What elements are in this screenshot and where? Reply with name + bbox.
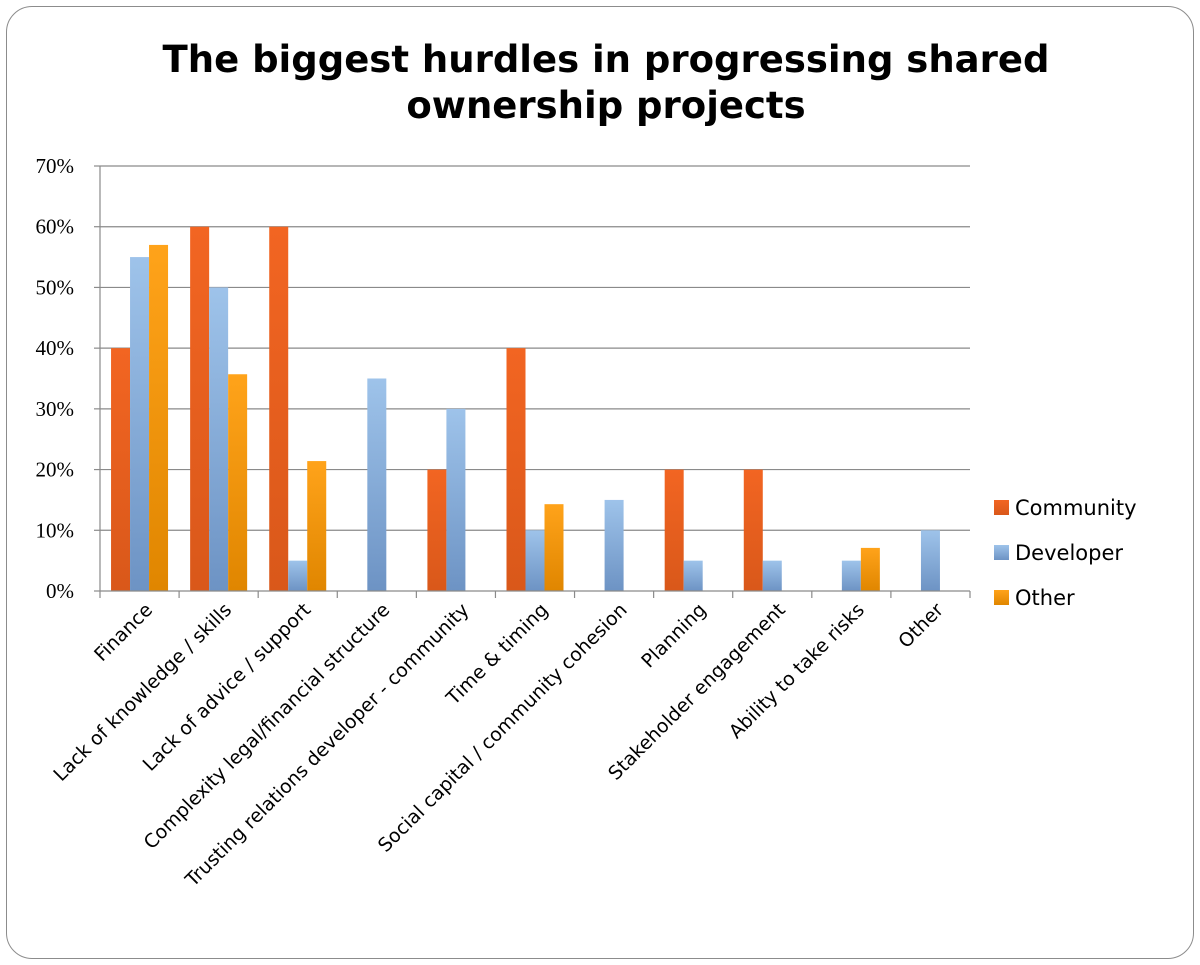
x-tick-label: Planning (637, 599, 710, 672)
legend-swatch-developer (994, 545, 1009, 560)
x-tick-label: Ability to take risks (725, 599, 869, 743)
x-tick-label: Finance (90, 599, 157, 666)
bar-developer-8 (762, 560, 782, 591)
bar-community-0 (111, 348, 131, 591)
y-tick-label: 0% (46, 579, 74, 603)
x-tick-label: Trusting relations developer - community (181, 599, 474, 892)
chart-title-line-1: The biggest hurdles in progressing share… (163, 38, 1050, 81)
y-axis: 0% 10% 20% 30% 40% 50% 60% 70% (36, 154, 101, 603)
x-tick-label: Lack of advice / support (139, 599, 316, 776)
y-tick-label: 40% (36, 336, 75, 360)
y-tick-label: 20% (36, 458, 75, 482)
bar-developer-7 (683, 560, 703, 591)
bar-developer-4 (446, 408, 466, 591)
legend-label-other: Other (1015, 586, 1075, 610)
chart-title-line-2: ownership projects (406, 84, 805, 127)
bar-community-4 (427, 469, 447, 591)
legend: Community Developer Other (994, 496, 1137, 610)
bar-other-9 (860, 547, 880, 591)
bar-developer-1 (209, 287, 229, 591)
legend-swatch-community (994, 500, 1009, 515)
bar-developer-0 (130, 257, 150, 591)
x-tick-label: Other (894, 599, 948, 653)
bar-community-1 (190, 226, 210, 591)
legend-label-developer: Developer (1015, 541, 1123, 565)
bar-other-5 (544, 504, 564, 591)
bar-community-5 (506, 348, 526, 591)
bar-developer-3 (367, 378, 387, 591)
bar-other-1 (228, 374, 248, 591)
bar-developer-9 (841, 560, 861, 591)
bar-developer-10 (920, 530, 940, 591)
bar-community-2 (269, 226, 289, 591)
y-tick-label: 30% (36, 397, 75, 421)
legend-swatch-other (994, 590, 1009, 605)
bar-community-8 (743, 469, 763, 591)
bar-other-2 (307, 461, 327, 591)
bar-developer-2 (288, 560, 308, 591)
bar-developer-5 (525, 530, 545, 591)
bar-other-0 (149, 244, 169, 591)
chart-title: The biggest hurdles in progressing share… (163, 38, 1050, 127)
y-tick-label: 60% (36, 215, 75, 239)
legend-label-community: Community (1015, 496, 1137, 520)
y-tick-label: 10% (36, 518, 75, 542)
y-tick-label: 50% (36, 275, 75, 299)
bars (111, 226, 940, 591)
y-tick-label: 70% (36, 154, 75, 178)
bar-community-7 (664, 469, 684, 591)
bar-developer-6 (604, 499, 624, 591)
